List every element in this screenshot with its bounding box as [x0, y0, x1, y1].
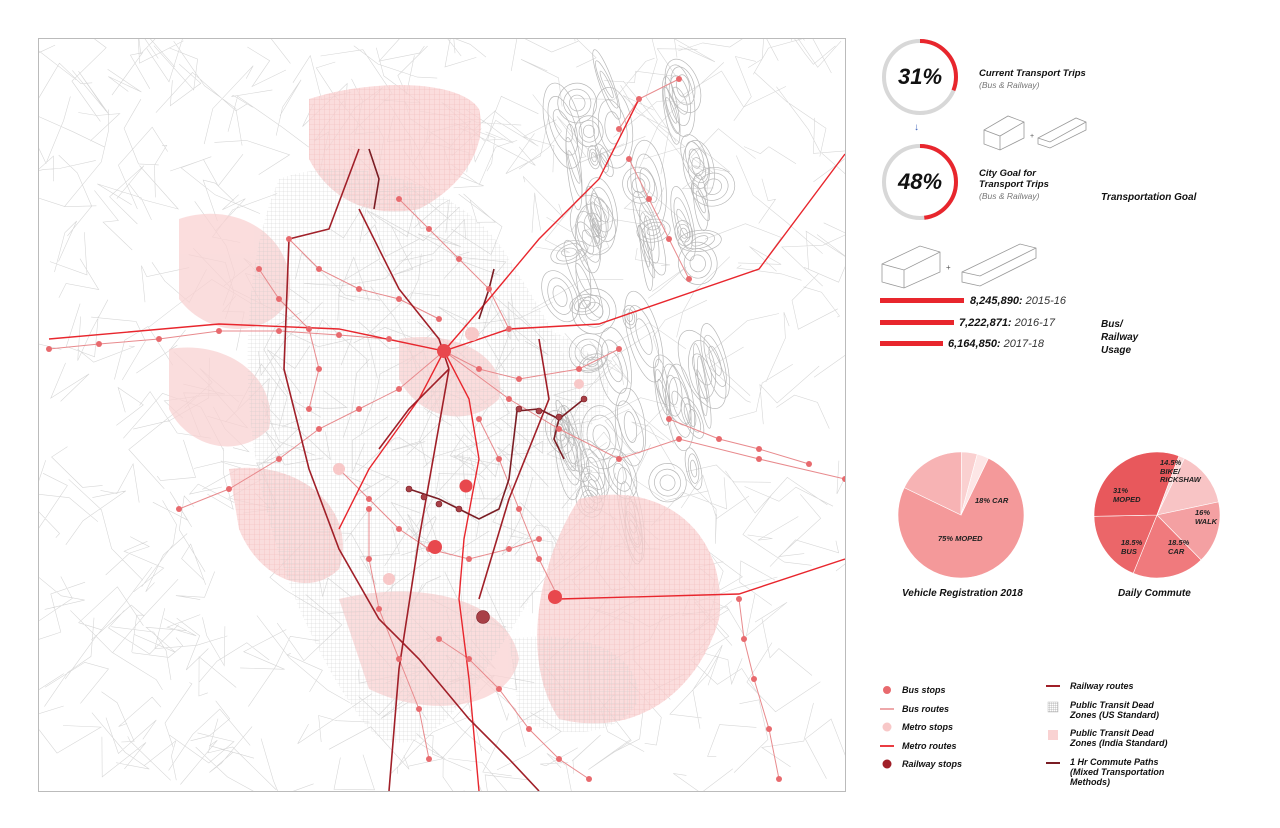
- target-ring-progress: [882, 144, 958, 220]
- legend-railway-routes: Railway routes: [1070, 681, 1134, 691]
- train-icon: [961, 243, 1037, 287]
- city-transit-map: [38, 38, 846, 792]
- urban-fabric: [247, 168, 639, 743]
- legend-railway-stops: Railway stops: [902, 759, 963, 769]
- legend-commute-paths: 1 Hr Commute Paths (Mixed Transportation…: [1070, 757, 1165, 787]
- pie-slice-1: [1156, 501, 1221, 561]
- pie-label-moped: 31% MOPED: [1113, 486, 1141, 504]
- usage-row-2015: 8,245,890: 2015-16: [970, 295, 1066, 308]
- railway-stops: [405, 395, 588, 624]
- legend-bus-routes: Bus routes: [902, 704, 950, 714]
- map-svg: [39, 39, 845, 791]
- usage-value: 7,222,871:: [959, 317, 1012, 329]
- pie-label-bike-rickshaw: 14.5% BIKE/ RICKSHAW: [1160, 458, 1201, 484]
- usage-row-2017: 6,164,850: 2017-18: [948, 338, 1044, 351]
- target-ring-svg: [882, 144, 958, 220]
- current-ring-progress: [882, 39, 958, 115]
- metro-route-symbol: [880, 745, 894, 747]
- pie-slice-4: [1093, 451, 1180, 517]
- legend-dead-zones-india: Public Transit Dead Zones (India Standar…: [1070, 728, 1168, 748]
- dead-zone-us-symbol: [1047, 701, 1059, 713]
- bus-route-symbol: [880, 708, 894, 710]
- current-trips-title: Current Transport Trips: [979, 68, 1086, 79]
- railway-stop-symbol: [882, 759, 892, 769]
- current-trips-ring: 31%: [881, 38, 959, 116]
- metro-stop-symbol: [882, 722, 892, 732]
- current-trips-subtitle: (Bus & Railway): [979, 80, 1040, 90]
- daily-commute-title: Daily Commute: [1118, 588, 1191, 599]
- pie-label-car: 18.5% CAR: [1168, 538, 1190, 556]
- svg-text:+: +: [946, 263, 951, 272]
- vehicle-icons-small: +: [983, 115, 1087, 151]
- legend-metro-routes: Metro routes: [902, 741, 957, 751]
- pie-slice-3: [1093, 514, 1158, 574]
- commute-pie-slices: [1093, 451, 1221, 579]
- vehicle-icons-large: +: [881, 243, 1037, 289]
- target-trips-ring: 48%: [881, 143, 959, 221]
- major-stations: [428, 344, 562, 604]
- current-ring-svg: [882, 39, 958, 115]
- vehicle-registration-title: Vehicle Registration 2018: [902, 588, 1023, 599]
- vehicle-pie-slices: [897, 451, 1025, 579]
- pie-slice-3: [960, 453, 989, 516]
- target-trips-title: City Goal for Transport Trips: [979, 168, 1049, 190]
- pie-slice-5: [1156, 455, 1185, 516]
- usage-label: Bus/ Railway Usage: [1101, 319, 1139, 356]
- pie-slice-0: [897, 457, 1025, 579]
- pie-label-moped: 75% MOPED: [938, 534, 983, 543]
- bus-icon: [983, 115, 1025, 151]
- pie-label-car: 18% CAR: [975, 496, 1009, 505]
- usage-bar-2016: [880, 320, 954, 325]
- legend-dead-zones-us: Public Transit Dead Zones (US Standard): [1070, 700, 1160, 720]
- arrow-down-icon: ↓: [914, 122, 919, 133]
- usage-year: 2015-16: [1025, 295, 1067, 307]
- svg-text:+: +: [1030, 133, 1034, 140]
- pie-slice-0: [1156, 457, 1219, 516]
- railway-route-symbol: [1046, 685, 1060, 687]
- legend-metro-stops: Metro stops: [902, 722, 954, 732]
- bus-stops: [46, 76, 845, 782]
- metro-stops: [333, 327, 584, 585]
- vehicle-registration-pie: [897, 451, 1025, 579]
- dead-zone-india-symbol: [1048, 730, 1058, 740]
- usage-year: 2016-17: [1014, 317, 1056, 329]
- usage-value: 8,245,890:: [970, 295, 1023, 307]
- usage-row-2016: 7,222,871: 2016-17: [959, 317, 1055, 330]
- current-percent: 31%: [897, 64, 943, 89]
- pie-slice-1: [903, 451, 962, 516]
- target-percent: 48%: [897, 169, 943, 194]
- usage-value: 6,164,850:: [948, 338, 1001, 350]
- pie-label-walk: 16% WALK: [1195, 508, 1218, 526]
- bus-icon: [881, 245, 941, 289]
- bus-stop-symbol: [883, 686, 891, 694]
- pie-label-bus: 18.5% BUS: [1121, 538, 1143, 556]
- usage-year: 2017-18: [1003, 338, 1045, 350]
- target-trips-subtitle: (Bus & Railway): [979, 191, 1040, 201]
- transportation-goal-label: Transportation Goal: [1101, 192, 1197, 203]
- train-icon: [1037, 117, 1087, 149]
- pie-slice-2: [1132, 514, 1202, 579]
- daily-commute-pie: [1093, 451, 1221, 579]
- metro-routes: [48, 98, 845, 791]
- commute-path-symbol: [1046, 762, 1060, 764]
- usage-bar-2015: [880, 298, 964, 303]
- legend-bus-stops: Bus stops: [902, 685, 946, 695]
- usage-bar-2017: [880, 341, 943, 346]
